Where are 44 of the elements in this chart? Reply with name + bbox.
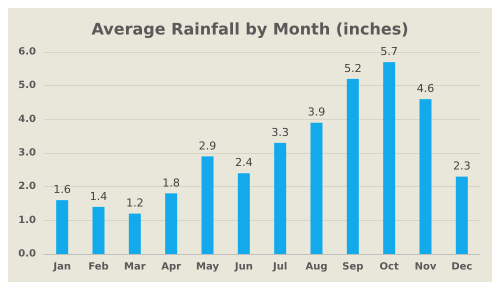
y-tick-label: 1.0 xyxy=(18,214,36,226)
bar xyxy=(165,193,178,254)
x-tick-label: Jan xyxy=(52,262,71,272)
data-label: 4.6 xyxy=(416,82,434,96)
bar xyxy=(346,78,359,254)
data-label: 1.8 xyxy=(162,176,180,190)
x-tick-label: Mar xyxy=(124,262,146,272)
bar xyxy=(383,62,396,254)
bar xyxy=(310,122,322,254)
bar xyxy=(128,214,141,254)
x-tick-label: Dec xyxy=(451,262,472,272)
data-label: 5.2 xyxy=(344,62,362,75)
bar xyxy=(202,156,214,254)
data-label: 1.2 xyxy=(126,196,144,210)
y-tick-label: 6.0 xyxy=(18,46,36,58)
x-tick-label: Aug xyxy=(305,262,328,272)
x-tick-label: May xyxy=(196,262,220,272)
bar xyxy=(420,99,432,254)
bar xyxy=(456,176,468,254)
x-tick-label: Nov xyxy=(414,262,437,272)
data-label: 2.3 xyxy=(453,160,471,173)
x-tick-label: Oct xyxy=(380,262,399,272)
chart-title: Average Rainfall by Month (inches) xyxy=(91,20,409,38)
bar xyxy=(274,142,286,254)
bar xyxy=(56,200,68,254)
x-tick-label: Sep xyxy=(342,262,364,272)
data-label: 2.9 xyxy=(198,139,216,152)
x-tick-label: Apr xyxy=(161,262,182,272)
y-tick-label: 3.0 xyxy=(18,148,36,158)
y-tick-label: 5.0 xyxy=(18,80,36,92)
y-tick-label: 0.0 xyxy=(18,248,36,260)
x-tick-label: Feb xyxy=(88,262,109,272)
x-tick-label: Jun xyxy=(234,262,253,272)
data-label: 3.3 xyxy=(271,126,289,139)
bar xyxy=(238,173,250,254)
data-label: 5.7 xyxy=(380,45,398,58)
data-label: 1.6 xyxy=(53,183,71,196)
data-label: 3.9 xyxy=(308,106,326,119)
data-label: 1.4 xyxy=(90,190,108,203)
x-tick-label: Jul xyxy=(272,262,288,272)
y-tick-label: 4.0 xyxy=(18,114,36,125)
y-tick-label: 2.0 xyxy=(18,181,36,192)
data-label: 2.4 xyxy=(235,156,253,170)
bar xyxy=(92,206,104,254)
